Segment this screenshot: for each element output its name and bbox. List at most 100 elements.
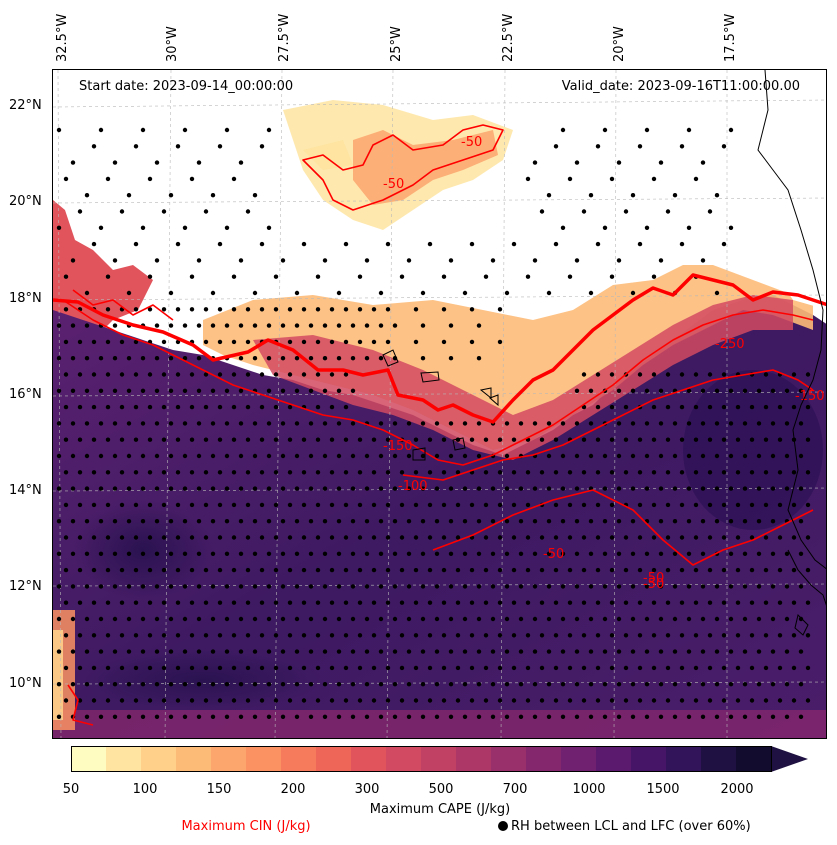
rh-dot — [707, 209, 713, 214]
rh-dot — [350, 323, 356, 328]
rh-dot — [749, 437, 755, 442]
rh-dot — [476, 519, 482, 524]
rh-dot — [315, 665, 321, 671]
rh-dot — [322, 421, 328, 426]
rh-dot — [63, 502, 69, 508]
rh-dot — [105, 404, 111, 410]
rh-dot — [70, 160, 76, 165]
rh-dot — [378, 421, 384, 426]
rh-dot — [98, 551, 104, 556]
rh-dot — [329, 372, 335, 377]
rh-dot — [161, 307, 167, 312]
rh-dot — [189, 698, 195, 703]
rh-dot — [259, 600, 265, 605]
rh-dot — [91, 600, 97, 605]
rh-dot — [644, 584, 650, 589]
colorbar-tick: 2000 — [720, 782, 754, 797]
rh-dot — [518, 649, 524, 654]
rh-dot — [203, 339, 209, 345]
rh-dot — [581, 600, 587, 605]
rh-dot — [679, 567, 685, 573]
rh-dot — [413, 470, 419, 475]
rh-dot — [182, 356, 188, 361]
rh-dot — [756, 649, 762, 654]
rh-dot — [756, 519, 762, 524]
rh-dot — [294, 682, 300, 687]
rh-dot — [196, 356, 202, 361]
lat-label: 16°N — [9, 387, 42, 402]
rh-dot — [322, 616, 328, 622]
rh-dot — [686, 714, 692, 719]
rh-dot — [371, 437, 377, 442]
rh-dot — [56, 486, 62, 491]
rh-dot — [539, 567, 545, 573]
rh-dot — [231, 437, 237, 442]
rh-dot — [700, 551, 706, 556]
rh-dot — [238, 160, 244, 165]
rh-dot — [686, 127, 692, 133]
rh-dot — [742, 421, 748, 426]
rh-dot — [588, 584, 594, 589]
rh-dot — [469, 502, 475, 508]
rh-dot — [441, 437, 447, 442]
rh-dot — [147, 633, 153, 638]
rh-dot — [329, 502, 335, 508]
rh-dot — [791, 502, 797, 508]
rh-dot — [168, 421, 174, 426]
rh-dot — [777, 437, 783, 442]
rh-dot — [231, 633, 237, 638]
rh-dot — [322, 486, 328, 491]
rh-dot — [217, 144, 223, 149]
rh-dot — [343, 241, 349, 247]
rh-dot — [161, 665, 167, 671]
rh-dot — [210, 323, 216, 328]
rh-dot — [791, 535, 797, 540]
rh-dot — [77, 209, 83, 214]
rh-dot — [189, 274, 195, 279]
rh-dot — [378, 519, 384, 524]
rh-dot — [175, 633, 181, 638]
rh-dot — [147, 437, 153, 442]
rh-dot — [644, 682, 650, 687]
rh-dot — [329, 307, 335, 312]
rh-dot — [322, 323, 328, 328]
rh-dot — [763, 665, 769, 671]
rh-dot — [574, 258, 580, 263]
rh-dot — [273, 698, 279, 703]
rh-dot — [161, 698, 167, 703]
rh-dot — [126, 682, 132, 687]
lon-label: 27.5°W — [277, 13, 292, 62]
rh-dot — [609, 633, 615, 638]
rh-dot — [770, 649, 776, 654]
rh-dot — [98, 388, 104, 393]
rh-dot — [112, 551, 118, 556]
lon-label: 25°W — [389, 26, 404, 62]
rh-dot — [763, 502, 769, 508]
rh-dot — [616, 453, 622, 459]
rh-dot — [448, 519, 454, 524]
rh-dot — [315, 633, 321, 638]
rh-dot — [784, 551, 790, 556]
rh-dot — [399, 698, 405, 703]
rh-dot — [567, 633, 573, 638]
rh-dot — [343, 665, 349, 671]
rh-dot — [105, 372, 111, 377]
rh-dot — [497, 567, 503, 573]
rh-dot — [490, 258, 496, 263]
rh-dot — [336, 616, 342, 622]
rh-dot — [567, 698, 573, 703]
map-panel: -50 -50 -100 -150 -250 -150 -50 -50 -50 … — [52, 69, 827, 739]
rh-dot — [406, 682, 412, 687]
rh-dot — [350, 453, 356, 459]
rh-dot — [91, 144, 97, 149]
rh-dot — [721, 502, 727, 508]
rh-dot — [546, 714, 552, 719]
rh-dot — [189, 176, 195, 182]
rh-dot — [413, 502, 419, 508]
rh-dot — [448, 421, 454, 426]
cape-verde-island — [489, 394, 499, 407]
rh-dot — [287, 633, 293, 638]
rh-dot — [749, 567, 755, 573]
rh-dot — [196, 616, 202, 622]
rh-dot — [392, 616, 398, 622]
